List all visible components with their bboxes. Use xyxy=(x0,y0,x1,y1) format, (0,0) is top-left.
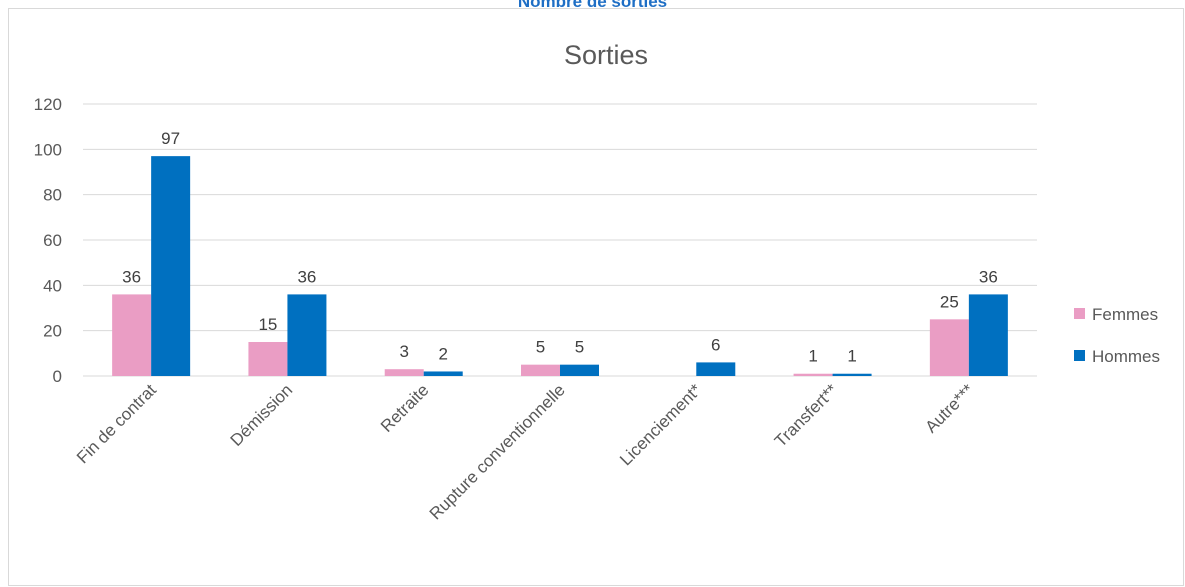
bar-femmes xyxy=(384,369,424,376)
data-label: 36 xyxy=(297,267,316,286)
section-header: Nombre de sorties xyxy=(517,0,668,11)
y-tick-label: 80 xyxy=(43,186,62,205)
data-label: 36 xyxy=(122,267,141,286)
legend-label-hommes: Hommes xyxy=(1092,347,1160,366)
category-label: Autre*** xyxy=(921,380,977,436)
data-label: 5 xyxy=(536,338,545,357)
bar-femmes xyxy=(929,319,969,376)
y-tick-label: 60 xyxy=(43,231,62,250)
y-tick-label: 40 xyxy=(43,276,62,295)
data-label: 1 xyxy=(847,347,856,366)
y-tick-label: 0 xyxy=(53,367,62,386)
legend-swatch-femmes xyxy=(1074,308,1085,319)
data-label: 2 xyxy=(438,344,447,363)
chart-title: Sorties xyxy=(564,40,648,70)
bar-hommes xyxy=(696,362,736,376)
data-label: 6 xyxy=(711,335,720,354)
data-label: 25 xyxy=(940,292,959,311)
bar-hommes xyxy=(151,156,191,376)
bar-hommes xyxy=(423,371,463,376)
category-label: Licenciement* xyxy=(616,380,705,469)
legend-swatch-hommes xyxy=(1074,350,1085,361)
bar-femmes xyxy=(112,294,152,376)
y-tick-label: 20 xyxy=(43,322,62,341)
data-label: 97 xyxy=(161,129,180,148)
legend: Femmes Hommes xyxy=(1074,305,1160,366)
y-axis-ticks: 0 20 40 60 80 100 120 xyxy=(34,95,62,386)
bar-femmes xyxy=(248,342,288,376)
category-label: Retraite xyxy=(377,380,433,436)
gridlines xyxy=(83,103,1037,377)
data-label: 36 xyxy=(979,267,998,286)
y-tick-label: 120 xyxy=(34,95,62,114)
bar-hommes xyxy=(968,294,1008,376)
data-label: 5 xyxy=(575,338,584,357)
bar-femmes xyxy=(521,364,560,376)
bars xyxy=(112,156,1008,376)
legend-label-femmes: Femmes xyxy=(1092,305,1158,324)
category-label: Rupture conventionnelle xyxy=(426,380,569,523)
category-label: Fin de contrat xyxy=(73,380,160,467)
data-label: 1 xyxy=(808,347,817,366)
data-label: 15 xyxy=(258,315,277,334)
bar-femmes xyxy=(793,373,833,376)
category-label: Démission xyxy=(227,380,297,450)
data-label: 3 xyxy=(399,342,408,361)
bar-hommes xyxy=(832,373,872,376)
bar-hommes xyxy=(287,294,327,376)
y-tick-label: 100 xyxy=(34,140,62,159)
bar-hommes xyxy=(560,364,599,376)
category-label: Transfert** xyxy=(771,380,842,451)
